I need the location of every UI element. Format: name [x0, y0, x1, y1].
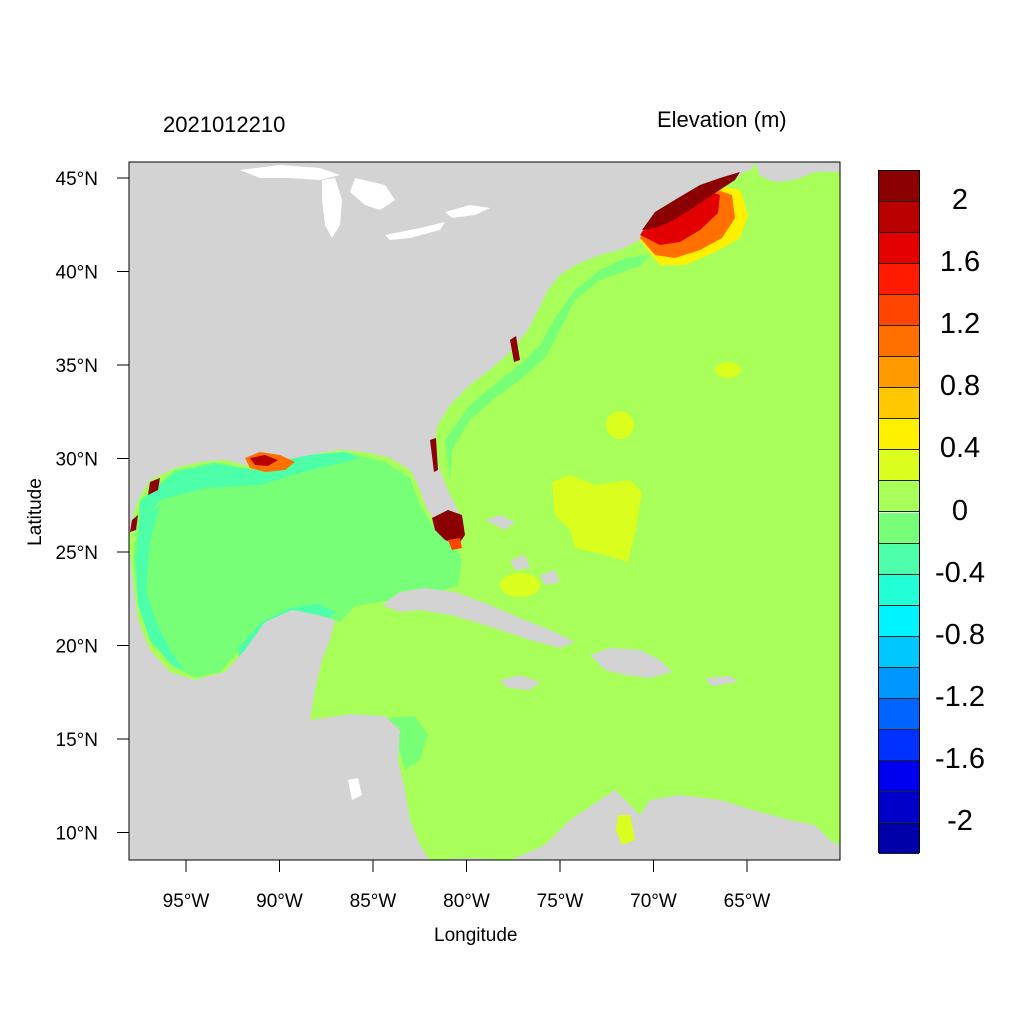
timestamp-label: 2021012210: [163, 112, 286, 137]
colorbar-cell: [879, 326, 919, 358]
colorbar-cell: [879, 357, 919, 389]
y-tick-label: 30°N: [56, 450, 98, 471]
x-tick-label: 75°W: [537, 891, 584, 912]
cuba-land: [382, 588, 575, 648]
x-axis-label: Longitude: [434, 925, 518, 946]
y-tick-label: 25°N: [56, 543, 98, 564]
colorbar-cell: [879, 264, 919, 296]
colorbar-label: -0.4: [935, 556, 985, 589]
jamaica-land: [500, 675, 540, 690]
puerto-rico-land: [705, 676, 738, 686]
lake-erie: [385, 222, 445, 240]
surge-florida-tip: [448, 538, 462, 550]
x-tick-label: 85°W: [350, 891, 397, 912]
colorbar-label: -0.8: [935, 618, 985, 651]
colorbar-cell: [879, 636, 919, 668]
y-tick-label: 10°N: [56, 824, 98, 845]
gulf-west-shelf: [136, 505, 185, 672]
colorbar-label: 0.4: [939, 432, 981, 465]
colorbar-label: -2: [947, 804, 973, 837]
gulf-shelf: [140, 452, 360, 525]
lake-ontario: [445, 205, 490, 218]
colorbar-cell: [879, 729, 919, 761]
surge-newengland-max: [642, 172, 740, 230]
lake-michigan: [322, 178, 342, 238]
hispaniola-land: [590, 648, 672, 678]
colorbar-cell: [879, 450, 919, 482]
atlantic-small-patch: [606, 411, 634, 439]
x-tick-label: 80°W: [443, 891, 490, 912]
colorbar-label: 2: [951, 184, 969, 217]
colorbar-cell: [879, 295, 919, 327]
colorbar-cell: [879, 481, 919, 513]
surge-florida: [432, 510, 465, 545]
colorbar: [878, 170, 920, 854]
bahamas-land: [485, 515, 560, 585]
colorbar-cell: [879, 791, 919, 823]
atlantic-positive-patch: [552, 475, 642, 562]
y-tick-label: 40°N: [56, 263, 98, 284]
colorbar-cell: [879, 233, 919, 265]
y-tick-label: 35°N: [56, 356, 98, 377]
y-tick-label: 15°N: [56, 730, 98, 751]
y-tick-label: 20°N: [56, 637, 98, 658]
colorbar-label: 1.6: [939, 246, 981, 279]
x-tick-label: 95°W: [163, 891, 210, 912]
surge-louisiana-core: [250, 455, 278, 466]
colorbar-cell: [879, 667, 919, 699]
colorbar-cell: [879, 822, 919, 854]
map-panel: [129, 162, 840, 860]
south-america-land: [430, 790, 840, 860]
lake-maracaibo: [616, 815, 635, 845]
colorbar-cell: [879, 512, 919, 544]
y-tick-label: 45°N: [56, 169, 98, 190]
colorbar-label: 0.8: [939, 370, 981, 403]
lake-superior: [240, 165, 340, 180]
y-axis-label: Latitude: [25, 478, 46, 546]
colorbar-cell: [879, 574, 919, 606]
colorbar-label: 0: [951, 494, 969, 527]
north-america-land: [129, 162, 755, 545]
x-tick-label: 90°W: [256, 891, 303, 912]
lake-huron: [350, 178, 395, 210]
colorbar-label: 1.2: [939, 308, 981, 341]
colorbar-cell: [879, 171, 919, 203]
plot-frame: [128, 161, 841, 861]
surge-newengland-high: [640, 190, 720, 245]
nova-scotia-land: [755, 162, 840, 182]
colorbar-cell: [879, 605, 919, 637]
colorbar-label: -1.2: [935, 680, 985, 713]
colorbar-cell: [879, 419, 919, 451]
colorbar-cell: [879, 388, 919, 420]
gulf-of-mexico: [133, 452, 462, 678]
x-tick-label: 65°W: [724, 891, 771, 912]
axis-ticks: 95°W 90°W 85°W 80°W 75°W 70°W 65°W 45°N 40°N 35°N…: [56, 169, 771, 912]
bahamas-patch: [500, 573, 540, 597]
x-tick-label: 70°W: [630, 891, 677, 912]
colorbar-cell: [879, 698, 919, 730]
colorbar-label: -1.6: [935, 742, 985, 775]
colorbar-cell: [879, 760, 919, 792]
atlantic-east-patch: [715, 362, 741, 378]
lake-nicaragua: [348, 778, 362, 800]
colorbar-cell: [879, 202, 919, 234]
variable-label: Elevation (m): [657, 107, 787, 132]
surge-texas-fringe: [130, 478, 160, 532]
colorbar-cell: [879, 543, 919, 575]
